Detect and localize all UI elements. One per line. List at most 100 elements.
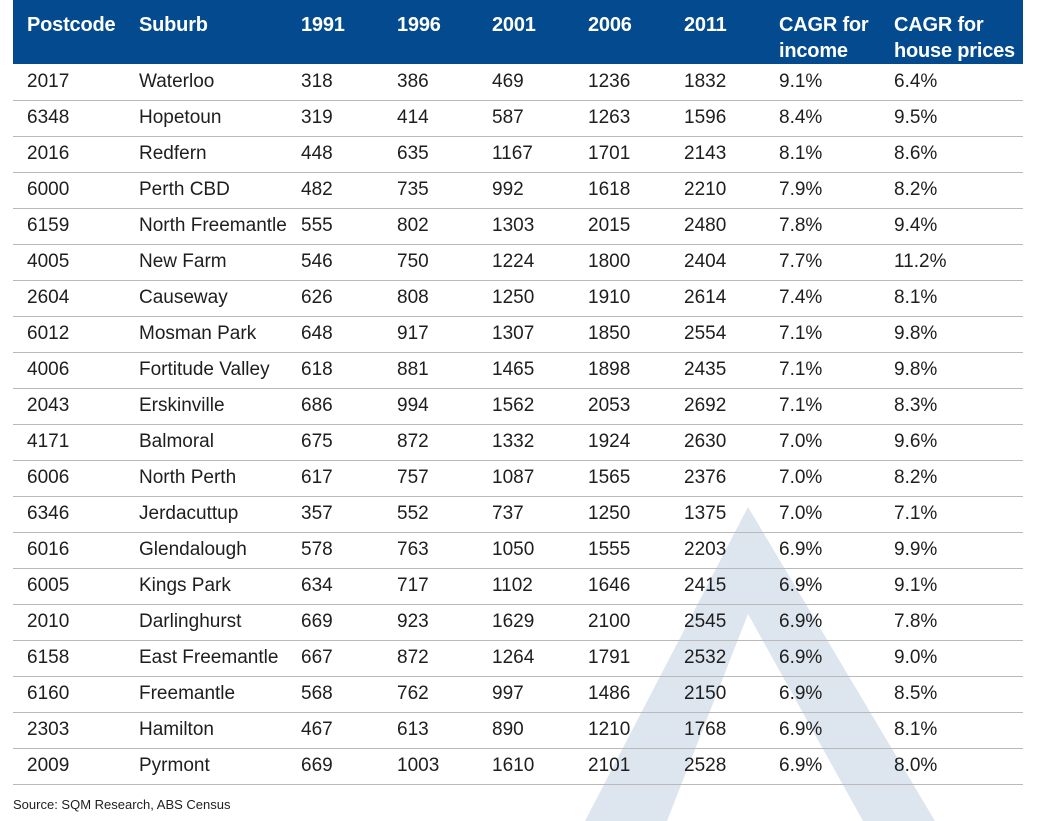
cell-2006: 1701 [588,143,631,164]
income-house-price-table: Postcode Suburb 1991 1996 2001 2006 2011 CAGR f… [13,0,1023,785]
column-header-line: CAGR for [779,14,869,36]
cell-1996: 872 [397,647,429,668]
cell-suburb: Mosman Park [139,323,257,344]
cell-cagr-for-income: 6.9% [779,611,823,632]
cell-2011: 2210 [684,179,727,200]
column-header-cagr-for-income: CAGR for income [765,0,880,64]
cell-2001: 1562 [492,395,535,416]
cell-postcode: 6005 [27,575,70,596]
table-row: 6006 North Perth 617 757 1087 1565 2376 7.0% 8.2… [13,460,1023,496]
cell-cagr-for-income: 7.0% [779,503,823,524]
cell-postcode: 6346 [27,503,70,524]
cell-cagr-for-house-prices: 8.0% [894,755,938,776]
cell-1991: 669 [301,611,333,632]
cell-1991: 617 [301,467,333,488]
cell-1996: 750 [397,251,429,272]
cell-2011: 2630 [684,431,727,452]
cell-2011: 2143 [684,143,727,164]
cell-postcode: 6158 [27,647,70,668]
cell-2006: 1565 [588,467,631,488]
column-header-line: 2006 [588,14,632,36]
cell-2006: 1646 [588,575,631,596]
column-header-line: CAGR for [894,14,984,36]
cell-cagr-for-income: 6.9% [779,539,823,560]
cell-cagr-for-income: 7.7% [779,251,823,272]
cell-1991: 578 [301,539,333,560]
cell-1991: 618 [301,359,333,380]
cell-postcode: 2604 [27,287,70,308]
cell-cagr-for-income: 6.9% [779,719,823,740]
cell-1996: 802 [397,215,429,236]
cell-1996: 613 [397,719,429,740]
cell-2006: 2101 [588,755,631,776]
cell-postcode: 4005 [27,251,70,272]
cell-1996: 808 [397,287,429,308]
cell-1991: 448 [301,143,333,164]
cell-postcode: 2303 [27,719,70,740]
column-header-line: Postcode [27,14,116,36]
cell-suburb: Waterloo [139,70,215,92]
cell-cagr-for-house-prices: 9.4% [894,215,938,236]
cell-cagr-for-income: 7.0% [779,467,823,488]
cell-1996: 917 [397,323,429,344]
cell-postcode: 2016 [27,143,70,164]
cell-postcode: 6159 [27,215,70,236]
cell-2001: 1250 [492,287,535,308]
table-row: 4005 New Farm 546 750 1224 1800 2404 7.7% 11.2% [13,244,1023,280]
cell-2006: 1800 [588,251,631,272]
column-header-cagr-for-house-prices: CAGR for house prices [880,0,1023,64]
cell-2011: 2376 [684,467,727,488]
cell-cagr-for-house-prices: 9.1% [894,575,938,596]
cell-1996: 923 [397,611,429,632]
cell-suburb: Balmoral [139,431,214,452]
column-header-2001: 2001 [478,0,574,64]
cell-cagr-for-house-prices: 9.5% [894,107,938,128]
cell-2001: 1610 [492,755,535,776]
cell-suburb: North Perth [139,467,237,488]
cell-2011: 2692 [684,395,727,416]
cell-1996: 757 [397,467,429,488]
cell-2011: 2435 [684,359,727,380]
cell-1991: 319 [301,107,333,128]
cell-cagr-for-income: 9.1% [779,70,823,92]
table-row: 4006 Fortitude Valley 618 881 1465 1898 2435 7.… [13,352,1023,388]
cell-2011: 2528 [684,755,727,776]
column-header-postcode: Postcode [13,0,125,64]
cell-2011: 2415 [684,575,727,596]
column-header-suburb: Suburb [125,0,287,64]
cell-postcode: 4006 [27,359,70,380]
cell-1996: 994 [397,395,429,416]
cell-2001: 1303 [492,215,535,236]
cell-1991: 568 [301,683,333,704]
cell-suburb: Fortitude Valley [139,359,270,380]
cell-cagr-for-house-prices: 6.4% [894,70,938,92]
cell-2011: 2480 [684,215,727,236]
cell-2001: 997 [492,683,524,704]
cell-2006: 1250 [588,503,631,524]
cell-2001: 1332 [492,431,535,452]
table-row: 6159 North Freemantle 555 802 1303 2015 2480 7.… [13,208,1023,244]
cell-suburb: Perth CBD [139,179,230,200]
cell-2011: 1768 [684,719,727,740]
cell-cagr-for-house-prices: 8.2% [894,179,938,200]
table-row: 4171 Balmoral 675 872 1332 1924 2630 7.0% 9.6% [13,424,1023,460]
cell-cagr-for-income: 7.1% [779,395,823,416]
cell-1996: 414 [397,107,429,128]
cell-postcode: 2009 [27,755,70,776]
cell-2006: 1910 [588,287,631,308]
cell-cagr-for-income: 7.0% [779,431,823,452]
cell-2001: 1465 [492,359,535,380]
cell-1991: 634 [301,575,333,596]
data-table-container: Postcode Suburb 1991 1996 2001 2006 2011 CAGR f… [13,0,1023,785]
cell-cagr-for-house-prices: 8.5% [894,683,938,704]
table-row: 2009 Pyrmont 669 1003 1610 2101 2528 6.9% 8.0% [13,748,1023,784]
cell-cagr-for-house-prices: 7.8% [894,611,938,632]
cell-cagr-for-income: 8.1% [779,143,823,164]
cell-2006: 1486 [588,683,631,704]
cell-postcode: 6016 [27,539,70,560]
cell-suburb: North Freemantle [139,215,287,236]
cell-2006: 1791 [588,647,631,668]
cell-2006: 1263 [588,107,631,128]
cell-2011: 2554 [684,323,727,344]
table-row: 6348 Hopetoun 319 414 587 1263 1596 8.4% 9.5% [13,100,1023,136]
